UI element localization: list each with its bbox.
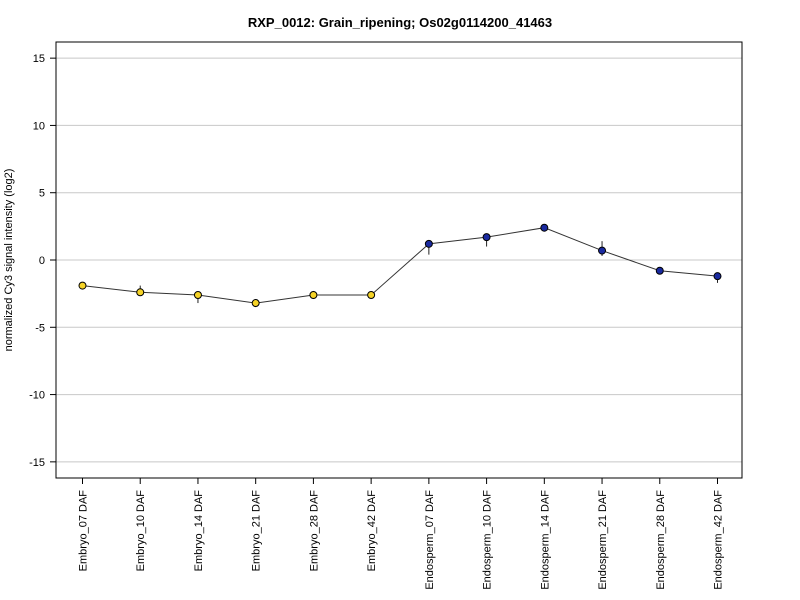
x-tick-label: Endosperm_42 DAF [713, 490, 725, 590]
x-tick-label: Endosperm_21 DAF [597, 490, 609, 590]
x-tick-label: Embryo_28 DAF [308, 490, 320, 572]
x-tick-label: Endosperm_10 DAF [482, 490, 494, 590]
series-line [82, 227, 718, 304]
y-tick-label: 0 [39, 255, 45, 267]
x-tick-label: Embryo_14 DAF [193, 490, 205, 572]
y-tick-label: 5 [39, 188, 45, 200]
data-point [482, 233, 491, 242]
data-point [251, 299, 260, 308]
x-tick-label: Embryo_42 DAF [366, 490, 378, 572]
chart-title: RXP_0012: Grain_ripening; Os02g0114200_4… [248, 15, 552, 30]
y-tick-label: -15 [29, 457, 45, 469]
y-axis: -15 -10 -5 0 5 10 15 [29, 53, 56, 469]
data-point [136, 288, 145, 297]
x-axis: Embryo_07 DAF Embryo_10 DAF Embryo_14 DAF E… [78, 478, 725, 590]
y-tick-label: 15 [33, 53, 45, 65]
x-tick-label: Embryo_21 DAF [251, 490, 263, 572]
data-point [540, 223, 549, 232]
data-point [78, 281, 87, 290]
x-tick-label: Endosperm_28 DAF [655, 490, 667, 590]
y-tick-label: -5 [35, 322, 45, 334]
x-tick-label: Embryo_10 DAF [135, 490, 147, 572]
x-tick-label: Endosperm_14 DAF [539, 490, 551, 590]
data-point [713, 272, 722, 281]
y-tick-label: -10 [29, 390, 45, 402]
data-point [598, 246, 607, 255]
x-tick-label: Endosperm_07 DAF [424, 490, 436, 590]
data-point [424, 239, 433, 248]
grid-lines [56, 57, 742, 463]
x-tick-label: Embryo_07 DAF [78, 490, 90, 572]
data-point [309, 290, 318, 299]
data-point [367, 290, 376, 299]
data-point [655, 266, 664, 275]
y-axis-label: normalized Cy3 signal intensity (log2) [3, 169, 15, 352]
data-series [78, 223, 722, 308]
data-point [193, 290, 202, 299]
y-tick-label: 10 [33, 120, 45, 132]
